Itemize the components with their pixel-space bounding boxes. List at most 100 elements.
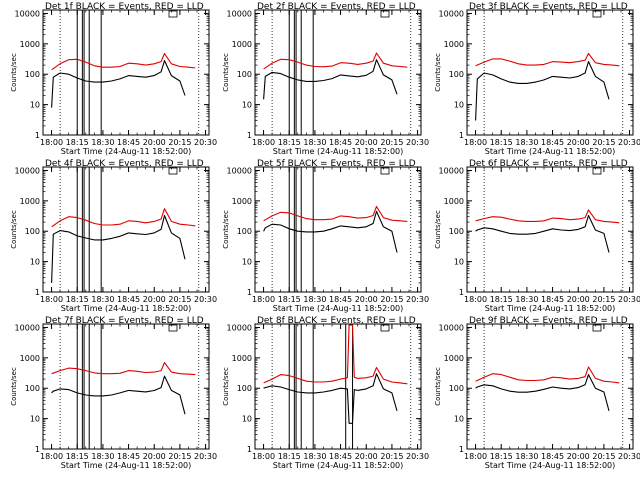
x-axis-label: Start Time (24-Aug-11 18:52:00) — [61, 304, 192, 313]
x-tick-label: 18:00 — [40, 295, 63, 304]
x-tick-label: 18:45 — [117, 452, 140, 461]
y-tick-label: 10000 — [227, 323, 252, 332]
events-series-line — [475, 61, 610, 121]
legend-box — [592, 167, 602, 175]
x-tick-label: 20:15 — [168, 138, 191, 147]
y-tick-label: 100 — [25, 227, 40, 236]
y-axis-label: Counts/sec — [10, 210, 18, 249]
x-tick-label: 18:00 — [464, 295, 487, 304]
x-tick-label: 18:45 — [329, 295, 352, 304]
detector-panel: Det 6f BLACK = Events, RED = LLD 1 10 100 10… — [434, 159, 640, 313]
y-axis-label: Counts/sec — [434, 53, 442, 92]
x-tick-label: 18:45 — [329, 452, 352, 461]
y-tick-label: 10 — [454, 101, 464, 110]
x-tick-label: 18:45 — [541, 452, 564, 461]
x-axis-label: Start Time (24-Aug-11 18:52:00) — [485, 147, 616, 156]
x-tick-label: 18:30 — [91, 452, 114, 461]
y-tick-label: 10000 — [15, 166, 40, 175]
x-axis-label: Start Time (24-Aug-11 18:52:00) — [273, 461, 404, 470]
y-tick-label: 100 — [449, 227, 464, 236]
events-series-line — [263, 59, 398, 100]
x-tick-label: 20:30 — [618, 295, 640, 304]
x-tick-label: 18:15 — [278, 295, 301, 304]
lld-series-line — [263, 52, 408, 70]
y-tick-label: 1 — [35, 131, 40, 140]
x-tick-label: 20:15 — [380, 452, 403, 461]
legend-box — [380, 10, 390, 18]
events-series-line — [475, 214, 610, 253]
y-tick-label: 10 — [242, 258, 252, 267]
x-tick-label: 20:30 — [618, 138, 640, 147]
y-tick-label: 10000 — [439, 323, 464, 332]
x-tick-label: 18:30 — [515, 138, 538, 147]
events-series-line — [51, 214, 186, 283]
y-tick-label: 1 — [247, 288, 252, 297]
x-tick-label: 20:15 — [380, 295, 403, 304]
y-tick-label: 10 — [30, 101, 40, 110]
y-tick-label: 100 — [237, 384, 252, 393]
x-tick-label: 20:00 — [355, 452, 378, 461]
panel-title: Det 8f BLACK = Events, RED = LLD — [257, 316, 416, 326]
panel-title: Det 4f BLACK = Events, RED = LLD — [45, 159, 204, 169]
x-tick-label: 18:00 — [40, 452, 63, 461]
x-tick-label: 18:30 — [303, 295, 326, 304]
panel-title: Det 3f BLACK = Events, RED = LLD — [469, 2, 628, 12]
events-series-line — [51, 60, 186, 108]
lld-series-line — [475, 366, 620, 384]
events-series-line — [263, 210, 398, 253]
x-tick-label: 20:15 — [380, 138, 403, 147]
x-tick-label: 20:30 — [406, 452, 429, 461]
y-tick-label: 10 — [242, 101, 252, 110]
y-axis-label: Counts/sec — [222, 210, 230, 249]
x-tick-label: 18:15 — [66, 138, 89, 147]
lld-series-line — [263, 324, 408, 385]
plot-frame — [254, 323, 422, 450]
y-tick-label: 1 — [35, 445, 40, 454]
panel-title: Det 2f BLACK = Events, RED = LLD — [257, 2, 416, 12]
legend-box — [592, 10, 602, 18]
x-tick-label: 20:15 — [168, 452, 191, 461]
x-tick-label: 20:30 — [618, 452, 640, 461]
x-tick-label: 20:00 — [567, 452, 590, 461]
panel-title: Det 1f BLACK = Events, RED = LLD — [45, 2, 204, 12]
y-tick-label: 1000 — [232, 354, 252, 363]
y-tick-label: 100 — [449, 384, 464, 393]
lld-series-line — [475, 52, 620, 67]
x-tick-label: 20:30 — [406, 138, 429, 147]
y-tick-label: 1000 — [444, 197, 464, 206]
x-tick-label: 20:00 — [355, 295, 378, 304]
y-axis-label: Counts/sec — [434, 210, 442, 249]
y-tick-label: 100 — [25, 384, 40, 393]
y-tick-label: 1 — [459, 131, 464, 140]
y-axis-label: Counts/sec — [10, 53, 18, 92]
y-tick-label: 10000 — [439, 166, 464, 175]
lld-series-line — [475, 209, 620, 224]
lld-series-line — [263, 205, 408, 222]
y-axis-label: Counts/sec — [222, 53, 230, 92]
plot-frame — [254, 9, 422, 136]
y-tick-label: 10000 — [15, 323, 40, 332]
x-tick-label: 18:00 — [252, 452, 275, 461]
x-axis-label: Start Time (24-Aug-11 18:52:00) — [61, 147, 192, 156]
x-tick-label: 18:30 — [515, 452, 538, 461]
x-tick-label: 20:30 — [194, 295, 217, 304]
plot-frame — [254, 166, 422, 293]
x-tick-label: 18:15 — [66, 295, 89, 304]
detector-panel: Det 8f BLACK = Events, RED = LLD 1 10 100 10… — [222, 316, 429, 470]
y-tick-label: 100 — [237, 70, 252, 79]
x-tick-label: 20:00 — [567, 295, 590, 304]
x-tick-label: 18:00 — [40, 138, 63, 147]
detector-panel: Det 4f BLACK = Events, RED = LLD 1 10 100 10… — [10, 159, 217, 313]
y-tick-label: 1000 — [20, 197, 40, 206]
plot-frame — [42, 9, 210, 136]
x-tick-label: 18:00 — [464, 452, 487, 461]
x-tick-label: 20:00 — [355, 138, 378, 147]
x-tick-label: 18:15 — [490, 452, 513, 461]
x-tick-label: 18:15 — [490, 295, 513, 304]
y-axis-label: Counts/sec — [434, 367, 442, 406]
y-tick-label: 1 — [459, 445, 464, 454]
panel-title: Det 6f BLACK = Events, RED = LLD — [469, 159, 628, 169]
x-tick-label: 18:45 — [117, 138, 140, 147]
y-tick-label: 1000 — [20, 40, 40, 49]
x-tick-label: 20:15 — [592, 138, 615, 147]
